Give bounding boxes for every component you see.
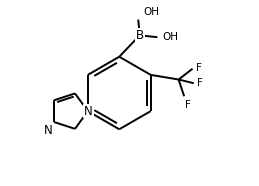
Text: N: N — [44, 124, 52, 137]
Text: OH: OH — [144, 7, 160, 17]
Text: OH: OH — [162, 32, 178, 42]
Text: F: F — [196, 63, 202, 73]
Text: F: F — [185, 100, 191, 110]
Text: B: B — [136, 29, 144, 42]
Text: N: N — [84, 105, 93, 118]
Text: F: F — [197, 78, 203, 88]
